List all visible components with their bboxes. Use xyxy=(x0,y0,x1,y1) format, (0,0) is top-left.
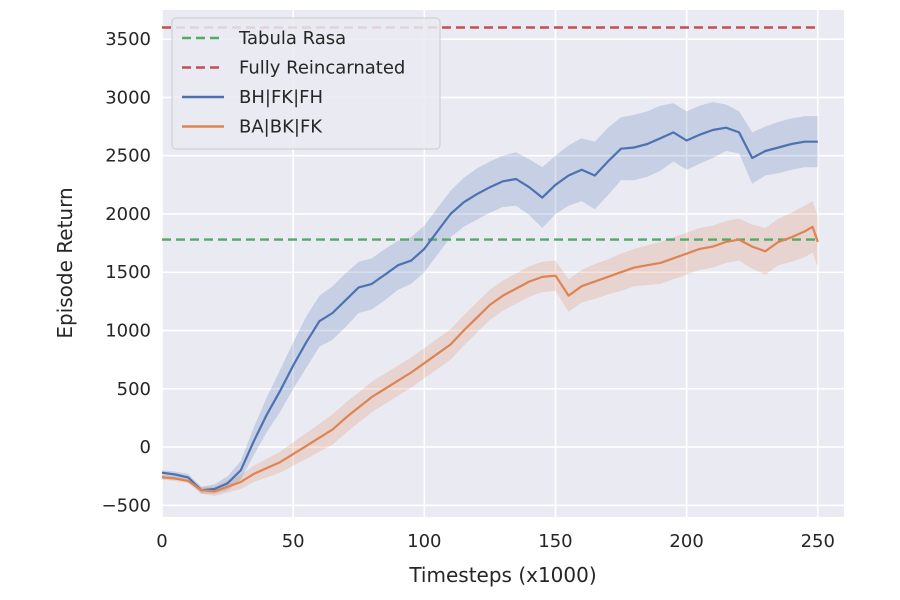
y-tick-label: 3500 xyxy=(105,29,151,50)
series-lines xyxy=(161,26,819,493)
y-axis-ticks: −500 0 500 1000 1500 2000 2500 3000 3500 xyxy=(102,29,151,516)
x-tick-label: 50 xyxy=(282,531,305,552)
bh-fk-fh-line xyxy=(161,126,818,492)
legend-box xyxy=(171,17,441,150)
legend-label-fully-reincarnated: Fully Reincarnated xyxy=(239,58,405,79)
legend: Tabula Rasa Fully Reincarnated BH|FK|FH BA|… xyxy=(171,17,441,150)
legend-label-tabula-rasa: Tabula Rasa xyxy=(238,28,346,49)
ba-bk-fk-line xyxy=(161,225,819,493)
y-tick-label: 0 xyxy=(140,437,151,458)
y-tick-label: −500 xyxy=(102,495,151,516)
legend-label-ba-bk-fk: BA|BK|FK xyxy=(239,117,323,138)
y-tick-label: 500 xyxy=(117,379,151,400)
ba-bk-fk-band xyxy=(162,201,818,496)
x-tick-label: 100 xyxy=(407,531,441,552)
y-tick-label: 2000 xyxy=(105,204,151,225)
x-axis-ticks: 0 50 100 150 200 250 xyxy=(156,531,835,552)
bh-fk-fh-band xyxy=(162,102,818,494)
x-tick-label: 150 xyxy=(538,531,572,552)
y-tick-label: 1000 xyxy=(105,321,151,342)
x-axis-title: Timesteps (x1000) xyxy=(408,563,596,587)
x-tick-label: 200 xyxy=(669,531,703,552)
y-tick-label: 2500 xyxy=(105,146,151,167)
y-tick-label: 1500 xyxy=(105,262,151,283)
confidence-bands xyxy=(162,102,818,496)
y-tick-label: 3000 xyxy=(105,87,151,108)
legend-label-bh-fk-fh: BH|FK|FH xyxy=(239,87,323,108)
y-axis-title: Episode Return xyxy=(53,187,77,338)
x-tick-label: 250 xyxy=(801,531,835,552)
x-tick-label: 0 xyxy=(156,531,167,552)
